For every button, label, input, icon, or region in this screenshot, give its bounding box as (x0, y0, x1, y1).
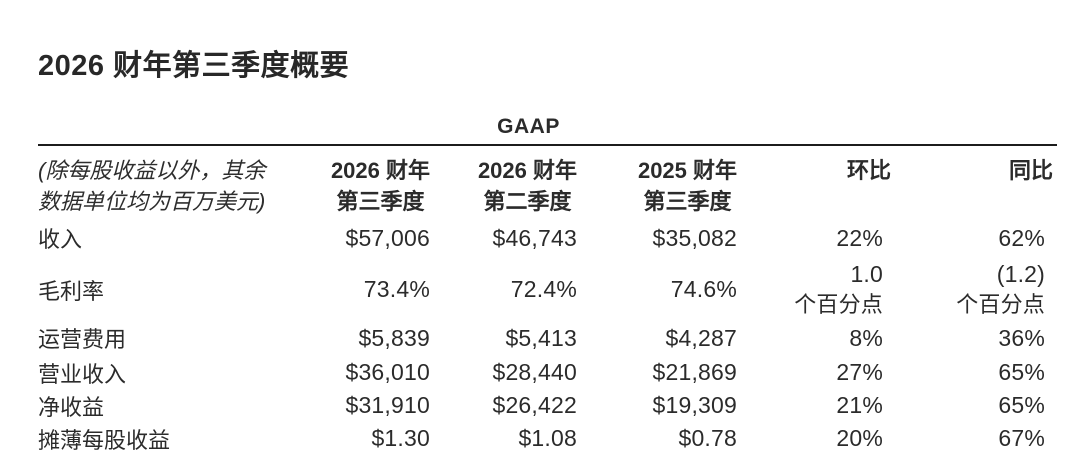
gross-margin-q3fy25: 74.6% (670, 276, 738, 302)
row-label-diluted-eps: 摊薄每股收益 (38, 427, 171, 453)
opex-q2fy26: $5,413 (505, 324, 577, 351)
table-row-net-income: 净收益 $31,910 $26,422 $19,309 21% 65% (38, 389, 1057, 422)
rule-cell-right (749, 111, 1058, 146)
operating-income-qoq: 27% (836, 359, 884, 385)
units-note: (除每股收益以外，其余 数据单位均为百万美元) (38, 145, 308, 217)
gross-margin-q2fy26: 72.4% (510, 276, 577, 302)
opex-q3fy25: $4,287 (665, 324, 738, 351)
q3fy26-header-line1: 2026 财年 (330, 158, 430, 183)
net-income-qoq: 21% (836, 392, 884, 418)
gross-margin-qoq-unit: 个百分点 (794, 292, 884, 317)
table-row-revenue: 收入 $57,006 $46,743 $35,082 22% 62% (38, 217, 1057, 259)
q2fy26-header-line1: 2026 财年 (477, 158, 577, 183)
column-header-qoq: 环比 (847, 158, 892, 183)
revenue-qoq: 22% (836, 224, 884, 251)
diluted-eps-q2fy26: $1.08 (518, 425, 577, 451)
diluted-eps-qoq: 20% (836, 425, 884, 451)
gross-margin-yoy-unit: 个百分点 (956, 292, 1046, 317)
units-note-line2: 数据单位均为百万美元) (38, 189, 266, 214)
q2fy26-header-line2: 第二季度 (483, 189, 572, 214)
revenue-yoy: 62% (998, 224, 1046, 251)
row-label-net-income: 净收益 (38, 394, 105, 420)
column-header-yoy: 同比 (1009, 158, 1054, 183)
table-row-gross-margin: 毛利率 73.4% 72.4% 74.6% 1.0 个百分点 (1.2) 个百分… (38, 259, 1057, 320)
rule-cell-left (38, 111, 308, 146)
operating-income-q3fy26: $36,010 (345, 359, 430, 385)
operating-income-q3fy25: $21,869 (652, 359, 738, 385)
page-title: 2026 财年第三季度概要 (38, 50, 350, 82)
gross-margin-q3fy26: 73.4% (363, 276, 430, 302)
net-income-q3fy26: $31,910 (345, 392, 430, 418)
gross-margin-qoq: 1.0 个百分点 (749, 259, 895, 320)
revenue-q3fy26: $57,006 (345, 224, 430, 251)
column-header-q3fy26: 2026 财年 第三季度 (308, 145, 442, 217)
gaap-header-row: GAAP (38, 111, 1058, 146)
table-row-operating-income: 营业收入 $36,010 $28,440 $21,869 27% 65% (38, 356, 1057, 389)
q3fy25-header-line2: 第三季度 (643, 189, 732, 214)
financial-summary-table: GAAP (除每股收益以外，其余 数据单位均为百万美元) 2026 财年 第三季… (38, 111, 1058, 455)
column-header-q2fy26: 2026 财年 第二季度 (442, 145, 589, 217)
diluted-eps-q3fy25: $0.78 (678, 425, 738, 451)
table-row-operating-expenses: 运营费用 $5,839 $5,413 $4,287 8% 36% (38, 320, 1057, 356)
column-header-q3fy25: 2025 财年 第三季度 (589, 145, 749, 217)
table-row-diluted-eps: 摊薄每股收益 $1.30 $1.08 $0.78 20% 67% (38, 422, 1057, 455)
q3fy26-header-line2: 第三季度 (336, 189, 425, 214)
units-note-line1: (除每股收益以外，其余 (38, 158, 266, 183)
gross-margin-qoq-value: 1.0 (850, 261, 884, 287)
gaap-label: GAAP (497, 115, 560, 138)
net-income-q3fy25: $19,309 (652, 392, 738, 418)
gross-margin-yoy-value: (1.2) (996, 261, 1046, 287)
diluted-eps-yoy: 67% (998, 425, 1046, 451)
operating-income-yoy: 65% (998, 359, 1046, 385)
row-label-operating-income: 营业收入 (38, 361, 127, 387)
q3fy25-header-line1: 2025 财年 (637, 158, 738, 183)
row-label-revenue: 收入 (38, 227, 83, 252)
gaap-group-header-cell: GAAP (308, 111, 750, 146)
row-label-operating-expenses: 运营费用 (38, 327, 127, 352)
revenue-q3fy25: $35,082 (652, 224, 738, 251)
opex-yoy: 36% (998, 324, 1046, 351)
revenue-q2fy26: $46,743 (492, 224, 577, 251)
net-income-yoy: 65% (998, 392, 1046, 418)
gross-margin-yoy: (1.2) 个百分点 (895, 259, 1057, 320)
opex-q3fy26: $5,839 (358, 324, 430, 351)
operating-income-q2fy26: $28,440 (492, 359, 577, 385)
opex-qoq: 8% (849, 324, 884, 351)
column-header-row: (除每股收益以外，其余 数据单位均为百万美元) 2026 财年 第三季度 202… (38, 145, 1057, 217)
row-label-gross-margin: 毛利率 (38, 278, 105, 304)
net-income-q2fy26: $26,422 (492, 392, 577, 418)
diluted-eps-q3fy26: $1.30 (371, 425, 430, 451)
